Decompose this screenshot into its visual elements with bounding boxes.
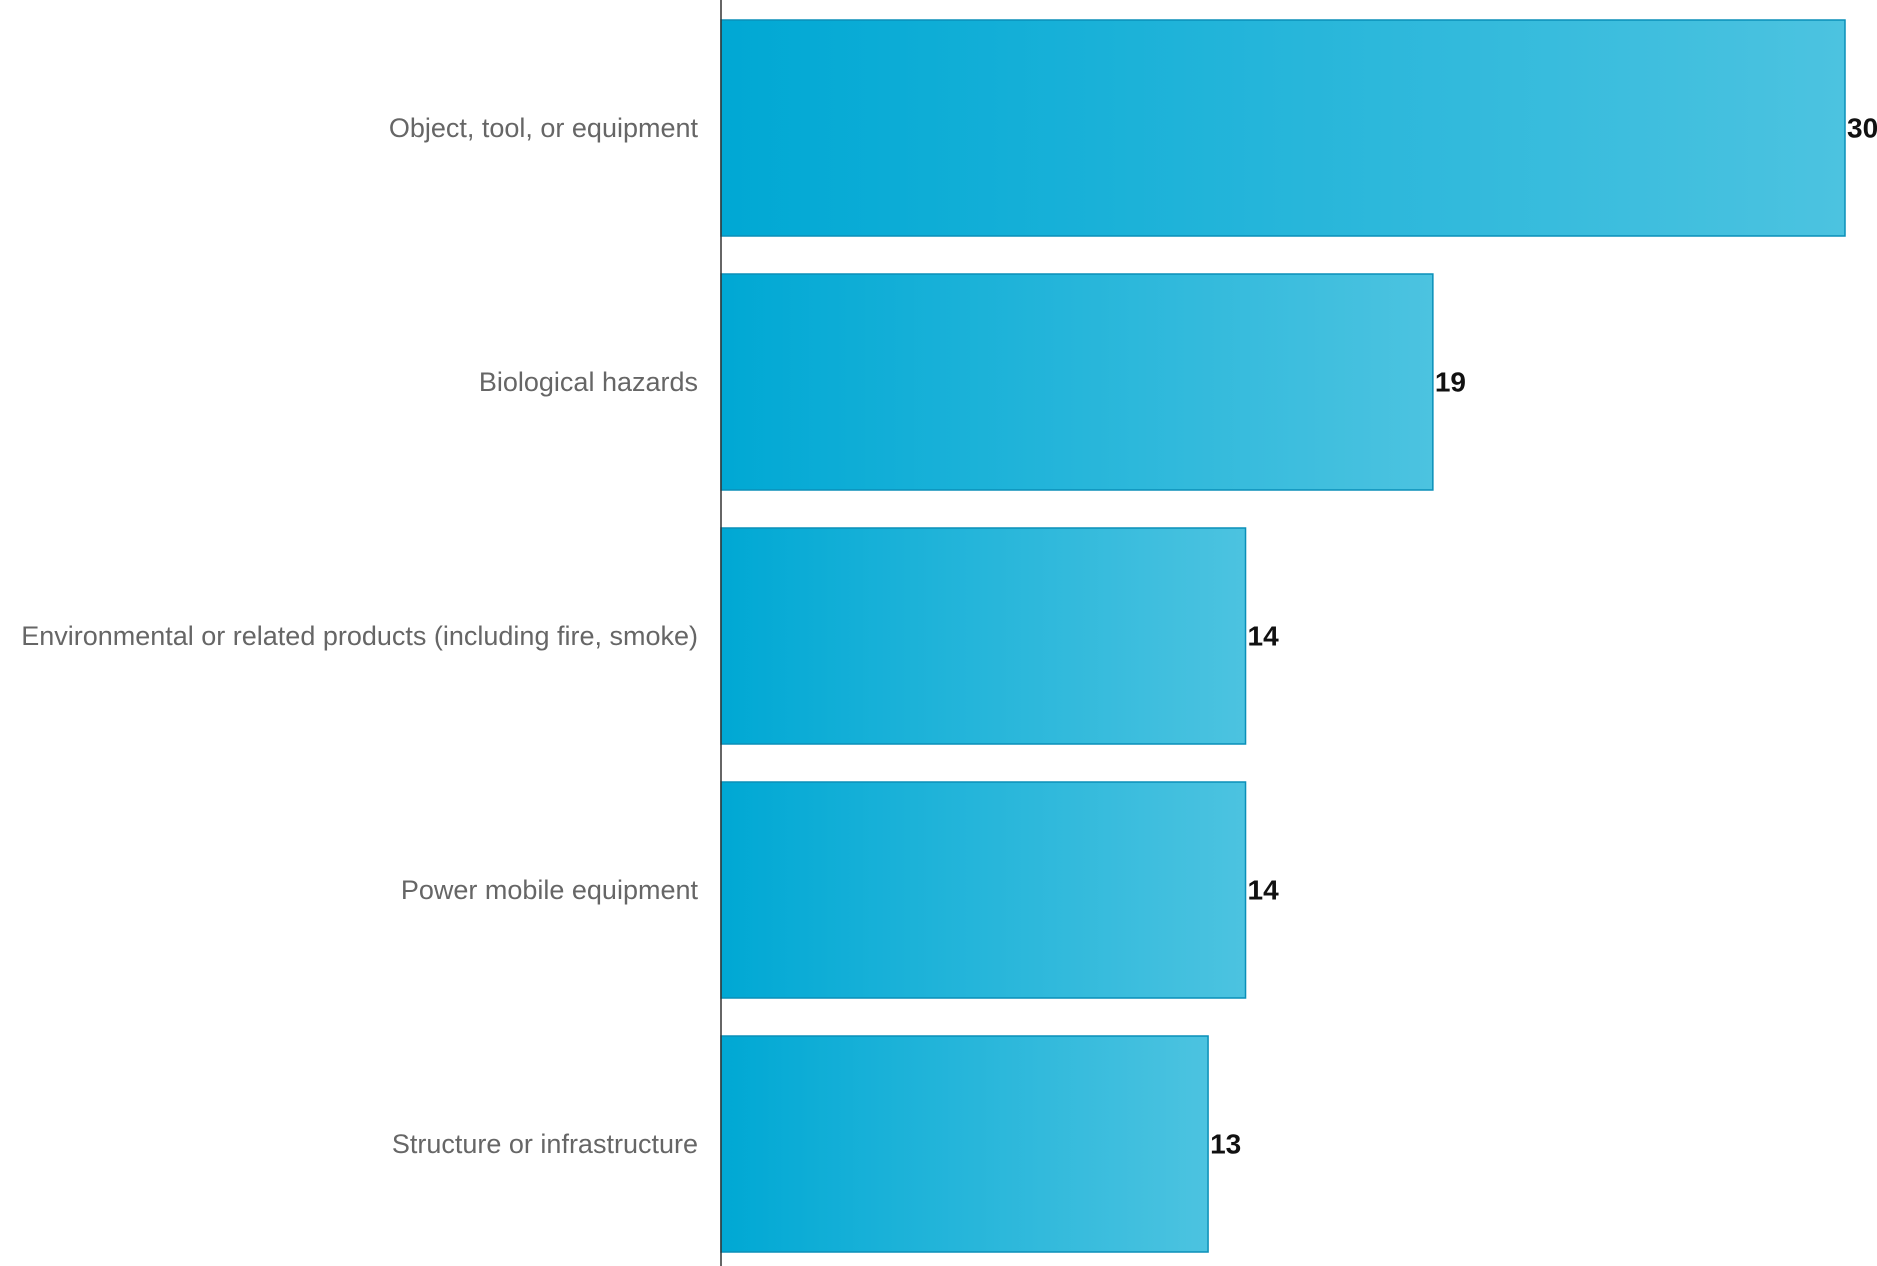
- value-labels-group: 30 19 14 14 13: [1210, 113, 1877, 1160]
- value-label: 14: [1248, 621, 1280, 652]
- value-label: 19: [1435, 367, 1466, 398]
- category-label: Biological hazards: [479, 367, 698, 397]
- category-labels-group: Object, tool, or equipment Biological haz…: [21, 113, 698, 1159]
- bar: [720, 1035, 1209, 1253]
- bar: [720, 781, 1247, 999]
- value-label: 14: [1248, 875, 1280, 906]
- bar: [720, 19, 1846, 237]
- bar: [720, 527, 1247, 745]
- bars-group: [720, 19, 1846, 1253]
- category-label: Object, tool, or equipment: [389, 113, 699, 143]
- value-label: 13: [1210, 1129, 1241, 1160]
- value-label: 30: [1847, 113, 1877, 144]
- category-label: Environmental or related products (inclu…: [21, 621, 698, 651]
- category-label: Structure or infrastructure: [392, 1129, 698, 1159]
- bar: [720, 273, 1434, 491]
- category-label: Power mobile equipment: [401, 875, 699, 905]
